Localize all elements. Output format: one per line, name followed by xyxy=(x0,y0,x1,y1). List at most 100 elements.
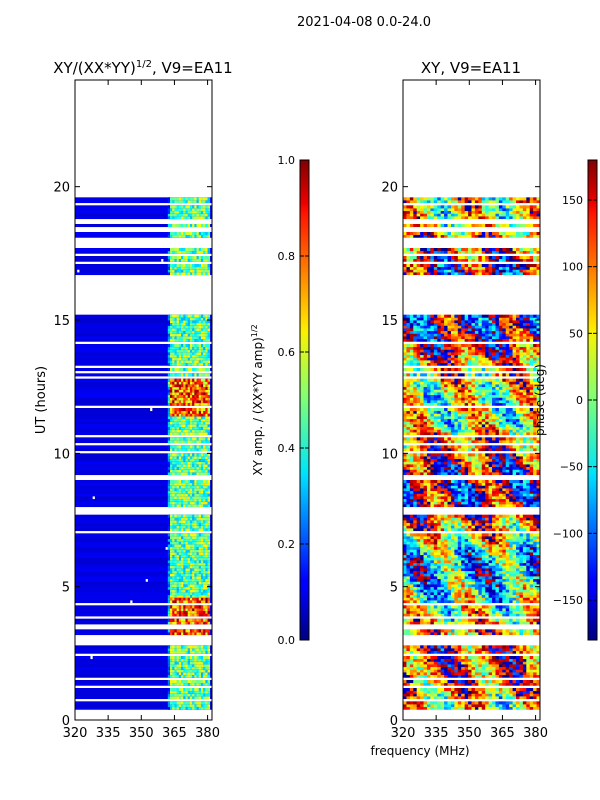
phase-cell xyxy=(403,576,407,580)
phase-cell xyxy=(416,632,421,636)
phase-cell xyxy=(512,701,517,705)
amplitude-row xyxy=(75,584,212,588)
amplitude-cell xyxy=(198,621,202,625)
phase-cell xyxy=(457,546,462,550)
phase-cell xyxy=(533,552,537,556)
phase-cell xyxy=(413,576,417,580)
phase-cell xyxy=(536,546,540,550)
amplitude-cell xyxy=(198,384,202,388)
amplitude-cell xyxy=(192,645,195,649)
amplitude-cell xyxy=(196,213,200,217)
amplitude-cell xyxy=(200,392,204,396)
amplitude-row xyxy=(75,250,212,254)
phase-cell xyxy=(471,690,476,694)
amplitude-colorbar-tick-label: 1.0 xyxy=(278,154,296,167)
phase-cell xyxy=(516,594,520,598)
amplitude-cell xyxy=(178,605,182,609)
amplitude-cell xyxy=(200,466,204,470)
amplitude-cell xyxy=(178,701,182,705)
amplitude-cell xyxy=(200,344,204,348)
amplitude-plot-frame xyxy=(74,79,213,721)
amplitude-cell xyxy=(183,661,186,665)
phase-cell xyxy=(502,696,507,700)
phase-cell xyxy=(505,672,510,676)
phase-cell xyxy=(433,658,438,662)
phase-cell xyxy=(478,600,483,604)
amplitude-cell xyxy=(170,581,173,585)
amplitude-cell xyxy=(207,658,211,662)
phase-cell xyxy=(495,666,500,670)
phase-cell xyxy=(492,704,496,708)
amplitude-cell xyxy=(203,336,206,340)
amplitude-cell xyxy=(203,402,206,406)
amplitude-cell xyxy=(174,205,177,209)
amplitude-cell xyxy=(181,608,184,612)
amplitude-cell xyxy=(181,704,184,708)
amplitude-colorbar-label: XY amp. / (XX*YY amp)1/2 xyxy=(250,324,265,475)
amplitude-cell xyxy=(196,440,200,444)
phase-cell xyxy=(526,592,531,596)
phase-cell xyxy=(433,541,438,545)
amplitude-cell xyxy=(207,664,211,668)
amplitude-cell xyxy=(181,645,184,649)
amplitude-cell xyxy=(176,330,180,334)
amplitude-cell xyxy=(185,445,188,449)
phase-cell xyxy=(474,549,479,553)
amplitude-row xyxy=(75,562,212,566)
phase-cell xyxy=(444,554,448,558)
phase-cell xyxy=(406,610,411,614)
amplitude-cell xyxy=(187,605,191,609)
amplitude-cell xyxy=(192,264,195,268)
phase-cell xyxy=(454,568,459,572)
phase-cell xyxy=(468,586,472,590)
phase-cell xyxy=(529,592,534,596)
amplitude-cell xyxy=(189,605,193,609)
amplitude-row xyxy=(75,597,212,601)
amplitude-cell xyxy=(198,485,202,489)
amplitude-cell xyxy=(189,672,193,676)
amplitude-cell xyxy=(183,504,186,508)
phase-cell xyxy=(481,618,486,622)
phase-cell xyxy=(430,557,435,561)
phase-cell xyxy=(505,554,510,558)
amplitude-cell xyxy=(178,565,182,569)
amplitude-cell xyxy=(187,234,191,238)
phase-cell xyxy=(464,573,469,577)
phase-cell xyxy=(492,552,496,556)
amplitude-cell xyxy=(200,706,204,710)
amplitude-cell xyxy=(187,330,191,334)
phase-cell xyxy=(536,592,540,596)
amplitude-cell xyxy=(203,669,206,673)
phase-cell xyxy=(505,586,510,590)
amplitude-cell xyxy=(207,557,211,561)
phase-cell xyxy=(450,701,455,705)
phase-cell xyxy=(447,536,452,540)
amplitude-cell xyxy=(200,557,204,561)
amplitude-cell xyxy=(187,536,191,540)
amplitude-cell xyxy=(181,688,184,692)
phase-cell xyxy=(522,544,527,548)
amplitude-cell xyxy=(194,525,197,529)
phase-cell xyxy=(505,600,510,604)
phase-cell xyxy=(426,629,431,633)
amplitude-cell xyxy=(183,381,186,385)
amplitude-row xyxy=(75,546,212,550)
phase-cell xyxy=(485,666,489,670)
phase-cell xyxy=(433,669,438,673)
amplitude-cell xyxy=(192,514,195,518)
amplitude-cell xyxy=(174,544,177,548)
phase-cell xyxy=(488,589,493,593)
amplitude-cell xyxy=(185,592,188,596)
amplitude-speckle xyxy=(145,578,148,582)
phase-cell xyxy=(488,576,493,580)
phase-cell xyxy=(474,664,479,668)
amplitude-cell xyxy=(203,384,206,388)
amplitude-cell xyxy=(172,336,175,340)
phase-cell xyxy=(409,674,414,678)
amplitude-cell xyxy=(203,362,206,366)
amplitude-cell xyxy=(192,453,195,457)
phase-cell xyxy=(516,536,520,540)
phase-cell xyxy=(516,578,520,582)
phase-cell xyxy=(509,576,513,580)
phase-cell xyxy=(437,658,441,662)
